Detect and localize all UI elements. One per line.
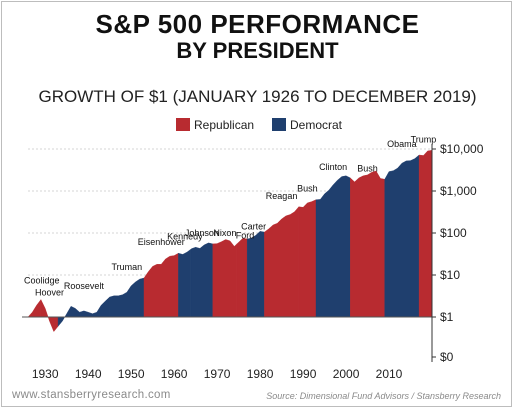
x-tick-label-1990: 1990 (290, 367, 317, 381)
chart-title: S&P 500 PERFORMANCE (95, 9, 420, 39)
president-label-bush-1989: Bush (297, 184, 318, 194)
area-segment-coolidge-1926 (27, 299, 42, 318)
x-tick-label-1960: 1960 (161, 367, 188, 381)
area-segment-bush-1989 (298, 199, 317, 318)
y-tick-label-0: $0 (440, 350, 454, 364)
chart-title-line-2: BY PRESIDENT (176, 38, 339, 63)
area-segment-hoover-1929 (40, 299, 59, 332)
x-tick-label-1970: 1970 (204, 367, 231, 381)
area-segment-reagan-1981 (264, 206, 299, 318)
x-tick-label-2000: 2000 (333, 367, 360, 381)
x-tick-label-1940: 1940 (75, 367, 102, 381)
area-segment-ford-1974.6 (236, 237, 248, 318)
president-label-carter-1977: Carter (241, 221, 266, 231)
president-label-clinton-1993: Clinton (319, 162, 347, 172)
area-segment-obama-2009 (384, 154, 420, 318)
president-label-ford-1974.6: Ford (236, 230, 255, 240)
president-label-trump-2017: Trump (411, 134, 437, 144)
x-tick-label-1950: 1950 (118, 367, 145, 381)
legend-label-republican: Republican (194, 118, 255, 132)
y-tick-label-2: $10 (440, 268, 460, 282)
president-label-nixon-1969: Nixon (213, 228, 236, 238)
legend-item-republican: Republican (176, 117, 254, 133)
legend: Republican Democrat (0, 117, 515, 133)
area-segment-roosevelt-1933 (57, 296, 110, 327)
president-label-hoover-1929: Hoover (35, 288, 64, 298)
president-label-obama-2009: Obama (387, 139, 417, 149)
x-tick-label-1980: 1980 (247, 367, 274, 381)
president-label-kennedy-1961: Kennedy (167, 232, 203, 242)
area-segment-clinton-1993 (315, 175, 351, 318)
president-label-bush-2001: Bush (357, 163, 378, 173)
area-segment-bush-2001 (350, 170, 385, 318)
y-tick-label-3: $100 (440, 226, 467, 240)
x-tick-label-2010: 2010 (376, 367, 403, 381)
president-label-truman-1945: Truman (112, 262, 143, 272)
area-segment-kennedy-1961 (178, 248, 192, 318)
y-tick-label-1: $1 (440, 310, 454, 324)
footer-website: www.stansberryresearch.com (12, 389, 171, 401)
president-label-roosevelt-1933: Roosevelt (64, 281, 105, 291)
president-label-johnson-1963.9: Johnson (185, 228, 219, 238)
legend-label-democrat: Democrat (290, 118, 343, 132)
area-segment-carter-1977 (247, 231, 265, 318)
area-segment-truman-1945 (109, 277, 145, 318)
y-tick-label-4: $1,000 (440, 184, 477, 198)
y-tick-label-5: $10,000 (440, 142, 484, 156)
legend-swatch-democrat (272, 118, 286, 131)
area-segment-johnson-1963.9 (190, 242, 213, 318)
chart-subtitle: GROWTH OF $1 (JANUARY 1926 TO DECEMBER 2… (38, 87, 477, 106)
president-label-reagan-1981: Reagan (266, 191, 298, 201)
footer-source: Source: Dimensional Fund Advisors / Stan… (266, 391, 501, 401)
president-label-eisenhower-1953: Eisenhower (138, 237, 185, 247)
area-segment-trump-2017 (418, 150, 433, 318)
legend-swatch-republican (176, 118, 190, 131)
area-segment-nixon-1969 (212, 239, 238, 318)
president-label-coolidge-1926: Coolidge (24, 276, 60, 286)
legend-item-democrat: Democrat (272, 117, 342, 133)
area-segment-eisenhower-1953 (143, 252, 179, 318)
x-tick-label-1930: 1930 (32, 367, 59, 381)
